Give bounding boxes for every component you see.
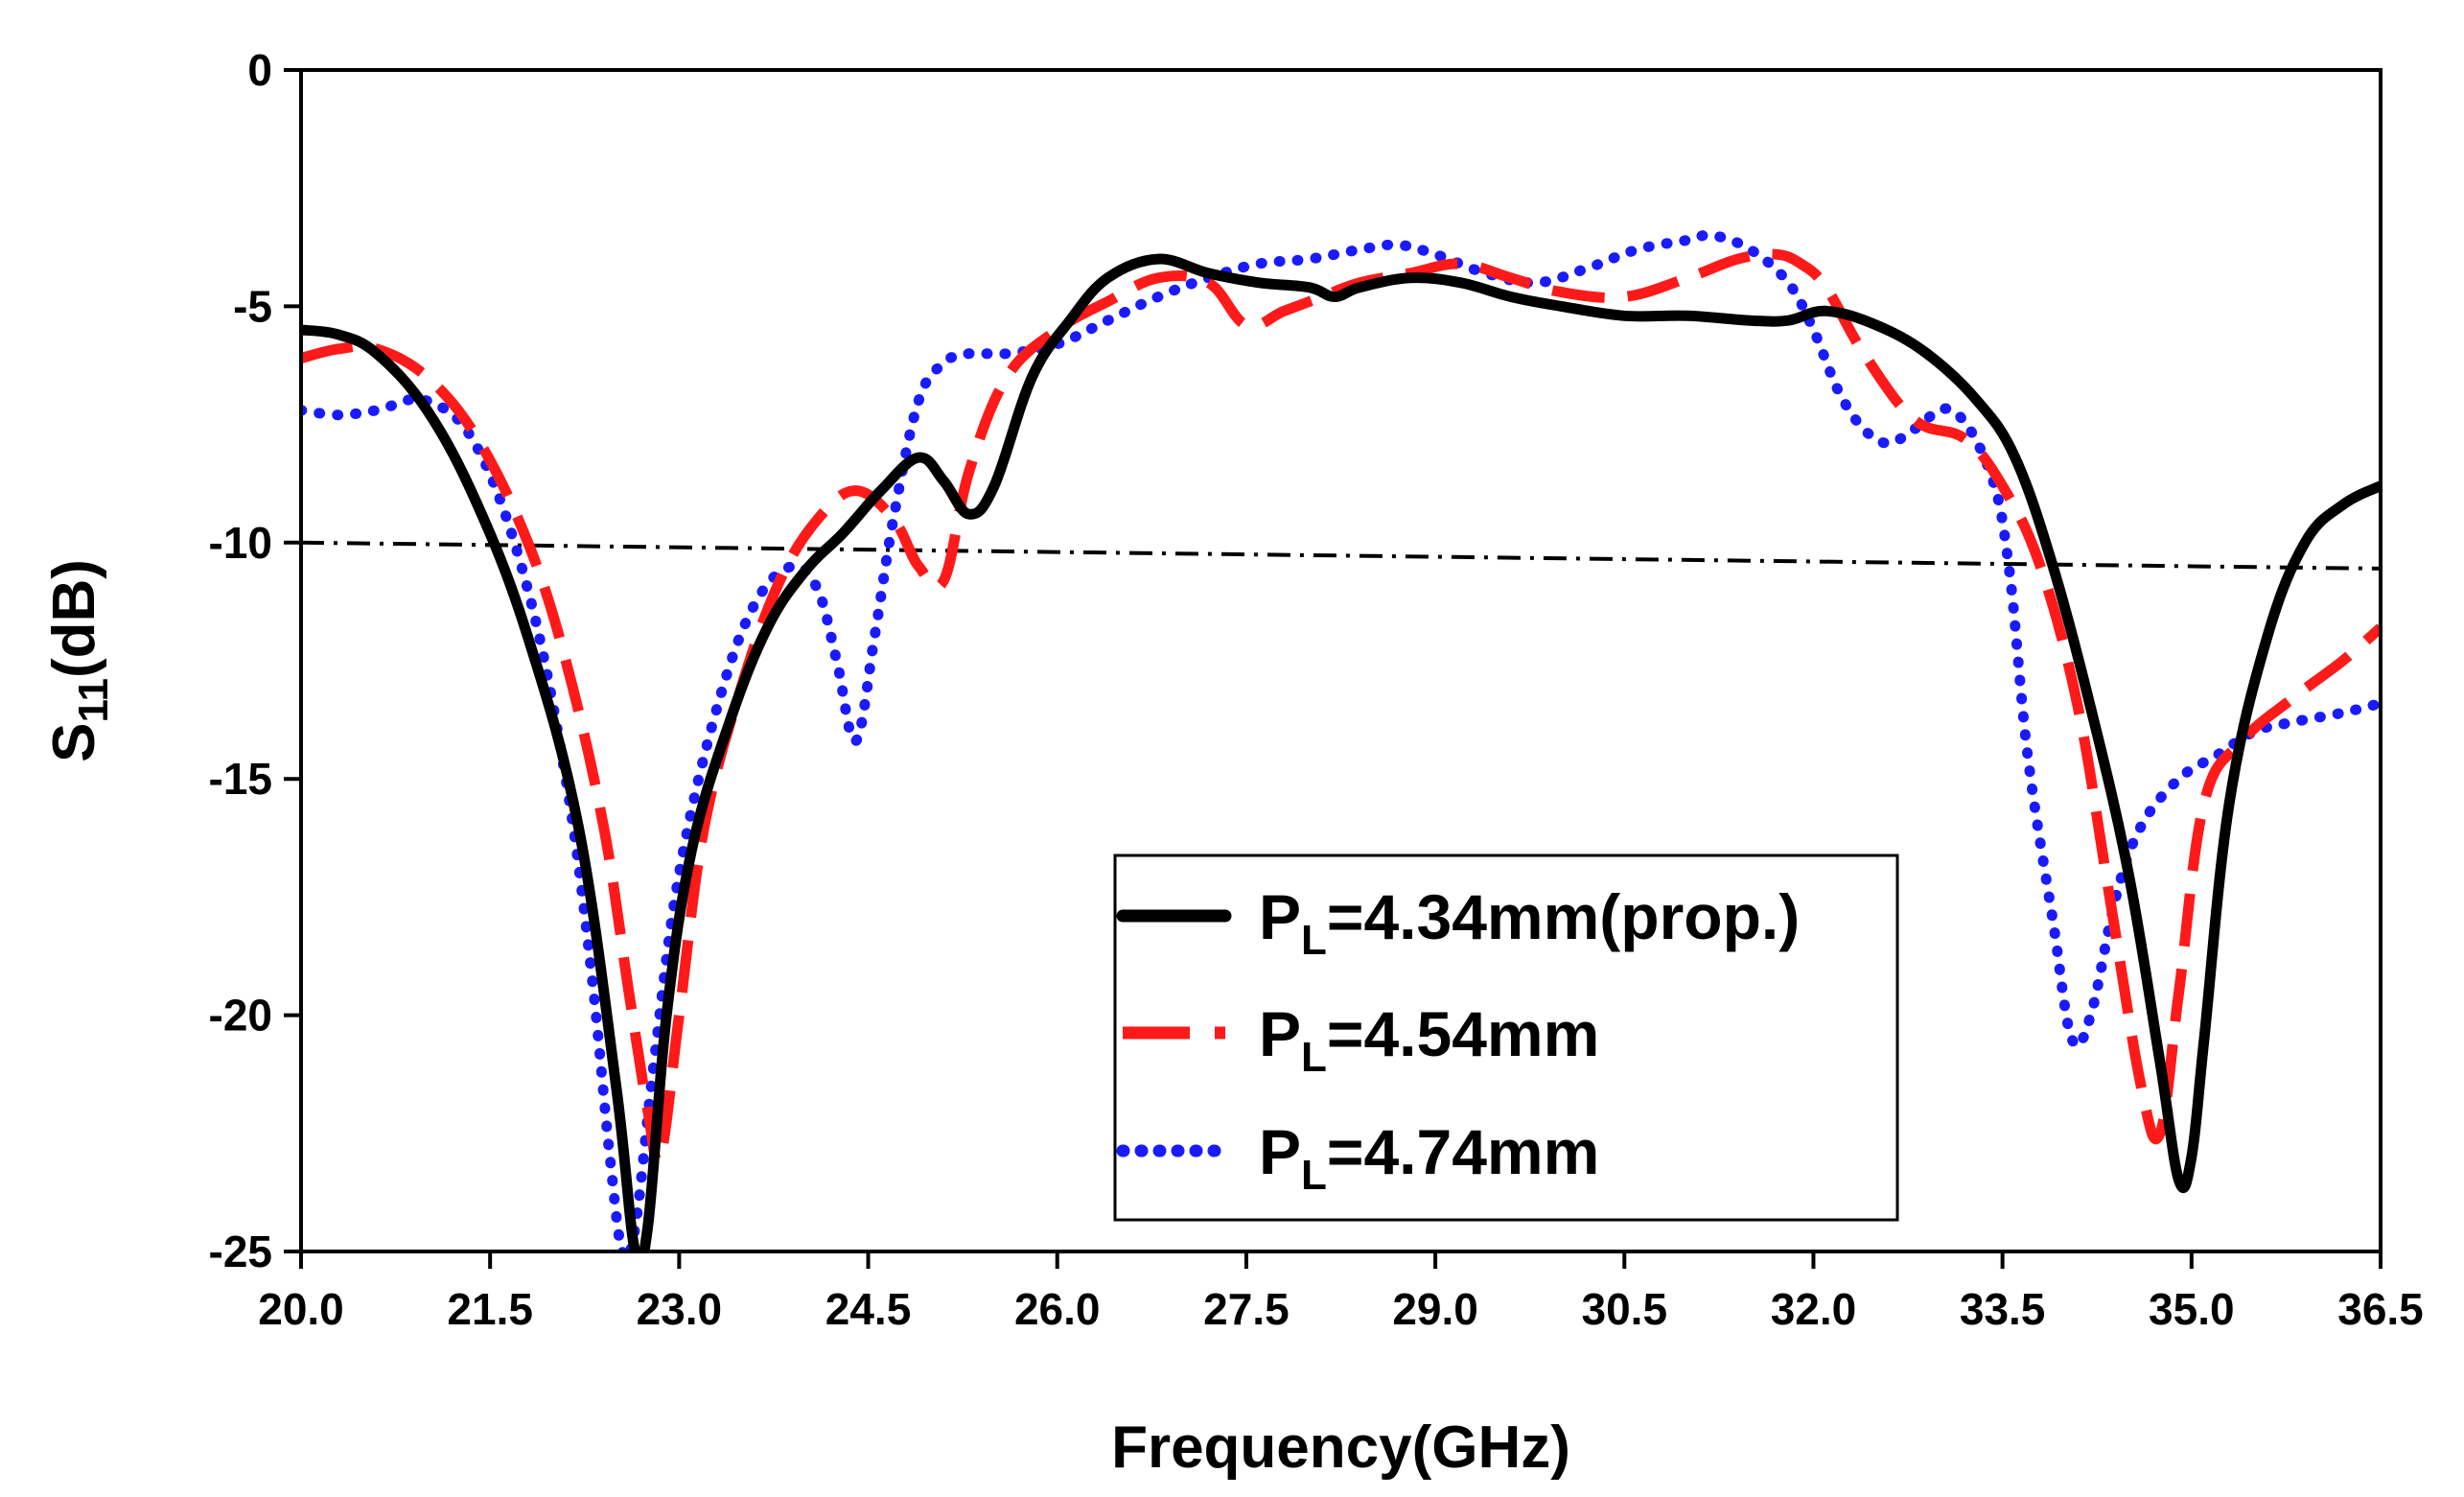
series-line-pl-4-74mm	[301, 229, 2381, 1251]
y-tick-label: -5	[233, 281, 272, 331]
x-tick-label: 36.5	[2337, 1284, 2424, 1334]
legend-label: PL=4.54mm	[1259, 998, 1599, 1081]
legend-box	[1113, 854, 1899, 1222]
y-tick-label: -25	[209, 1227, 272, 1276]
x-tick-label: 27.5	[1203, 1284, 1290, 1334]
y-tick-label: -10	[209, 518, 272, 568]
x-tick-label: 30.5	[1582, 1284, 1668, 1334]
x-tick-label: 32.0	[1771, 1284, 1857, 1334]
y-axis-title-main: S	[41, 723, 107, 762]
x-tick-label: 29.0	[1392, 1284, 1478, 1334]
legend-label-main: P	[1259, 998, 1301, 1069]
legend-entry: PL=4.34mm(prop.)	[1116, 881, 1800, 964]
x-tick-label: 24.5	[825, 1284, 912, 1334]
x-tick-label: 35.0	[2149, 1284, 2235, 1334]
x-tick-label: 20.0	[258, 1284, 344, 1334]
legend-label-subscript: L	[1301, 917, 1327, 964]
y-axis-title: S11(dB)	[41, 559, 117, 762]
legend-label-subscript: L	[1301, 1034, 1327, 1081]
legend-label-subscript: L	[1301, 1152, 1327, 1199]
y-tick-label: -20	[209, 991, 272, 1041]
legend-entry: PL=4.54mm	[1123, 998, 1599, 1081]
x-tick-label: 21.5	[447, 1284, 533, 1334]
legend-label-rest: =4.74mm	[1327, 1116, 1599, 1187]
series-line-pl-4-54mm	[301, 248, 2381, 1167]
series-line-pl-4-34mm	[301, 253, 2381, 1251]
legend-label-rest: =4.34mm(prop.)	[1327, 881, 1800, 952]
legend-entry: PL=4.74mm	[1116, 1116, 1599, 1199]
legend-label: PL=4.34mm(prop.)	[1259, 881, 1800, 964]
x-tick-label: 26.0	[1014, 1284, 1101, 1334]
plot-area-frame	[299, 68, 2383, 1253]
legend-label-rest: =4.54mm	[1327, 998, 1599, 1069]
legend-label-main: P	[1259, 881, 1301, 952]
x-tick-label: 33.5	[1960, 1284, 2046, 1334]
y-axis-title-subscript: 11	[70, 678, 117, 723]
x-axis-title: Frequency(GHz)	[1111, 1415, 1570, 1481]
y-axis-title-suffix: (dB)	[41, 559, 107, 678]
y-tick-label: -15	[209, 754, 272, 804]
legend-label: PL=4.74mm	[1259, 1116, 1599, 1199]
series-layer	[301, 229, 2381, 1251]
x-axis-ticks: 20.0 21.5 23.0 24.5 26.0 27.5 29.0 30.5 32.0 33.5…	[258, 1251, 2424, 1334]
y-tick-label: 0	[247, 45, 272, 95]
legend-label-main: P	[1259, 1116, 1301, 1187]
y-axis-ticks: 0 -5 -10 -15 -20 -25	[209, 45, 301, 1276]
x-tick-label: 23.0	[637, 1284, 723, 1334]
